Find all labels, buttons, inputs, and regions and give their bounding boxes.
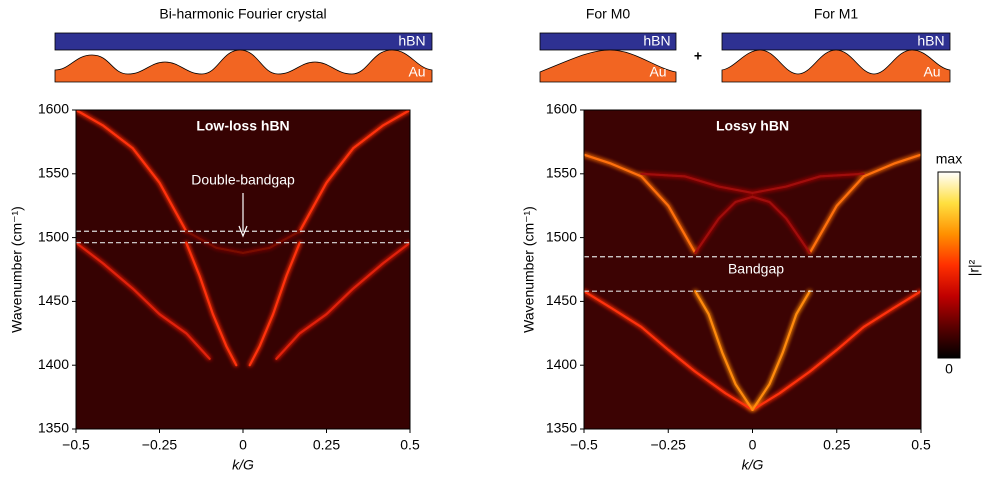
colorbar [937,171,961,359]
band-curve [185,241,238,367]
bands [584,153,921,411]
band-curve [584,153,697,254]
x-tick-label: 0.5 [911,437,931,453]
band-curve [584,290,754,411]
panel-title: Lossy hBN [716,118,789,134]
x-tick-label: 0 [239,437,247,453]
band-curve [751,290,811,411]
band-curve [640,172,865,194]
panel-title: Low-loss hBN [196,118,289,134]
plus-sign: + [694,48,702,64]
band-curve [694,195,811,254]
bands [76,110,410,367]
x-tick-label: 0.25 [823,437,850,453]
x-tick-label: 0.5 [400,437,420,453]
y-axis-label: Wavenumber (cm⁻¹) [9,206,25,333]
layer-label: hBN [643,33,670,49]
layer-label: Au [649,64,666,80]
layer-label: hBN [917,33,944,49]
band-curve [694,290,754,411]
y-tick-label: 1500 [546,228,577,244]
band-curve [76,241,211,360]
y-tick-label: 1500 [38,228,69,244]
colorbar-max: max [936,151,962,167]
y-tick-label: 1600 [546,101,577,117]
annotation: Bandgap [728,261,784,277]
x-axis-label: k/G [232,457,254,473]
y-tick-label: 1400 [38,356,69,372]
x-tick-label: −0.5 [62,437,90,453]
band-curve [298,110,410,233]
y-tick-label: 1450 [38,292,69,308]
hbn-layer [721,32,951,51]
x-tick-label: −0.25 [142,437,178,453]
colorbar-label: |r|² [966,259,982,276]
schematic-title: For M1 [814,6,859,22]
y-tick-label: 1350 [546,420,577,436]
band-curve [751,290,921,411]
layer-label: hBN [398,33,425,49]
au-layer [721,49,951,83]
band-curve [808,153,921,254]
arrow-head [238,225,248,238]
schematic-title: For M0 [586,6,631,22]
layer-label: Au [408,64,425,80]
colorbar-min: 0 [945,361,953,377]
y-tick-label: 1550 [38,165,69,181]
band-curve [275,241,410,360]
band-curve [248,241,301,367]
hbn-layer [54,32,433,51]
x-tick-label: −0.5 [570,437,598,453]
x-tick-label: 0 [749,437,757,453]
layer-label: Au [923,64,940,80]
y-tick-label: 1450 [546,292,577,308]
au-layer [54,49,433,83]
y-axis-label: Wavenumber (cm⁻¹) [521,206,537,333]
y-tick-label: 1350 [38,420,69,436]
x-tick-label: −0.25 [651,437,687,453]
x-tick-label: 0.25 [313,437,340,453]
y-tick-label: 1600 [38,101,69,117]
x-axis-label: k/G [742,457,764,473]
plot-background [584,110,921,429]
schematic-title: Bi-harmonic Fourier crystal [159,6,326,22]
y-tick-label: 1400 [546,356,577,372]
band-curve [76,110,188,233]
plot-background [76,110,410,429]
y-tick-label: 1550 [546,165,577,181]
annotation: Double-bandgap [191,172,295,188]
au-layer [539,49,677,83]
